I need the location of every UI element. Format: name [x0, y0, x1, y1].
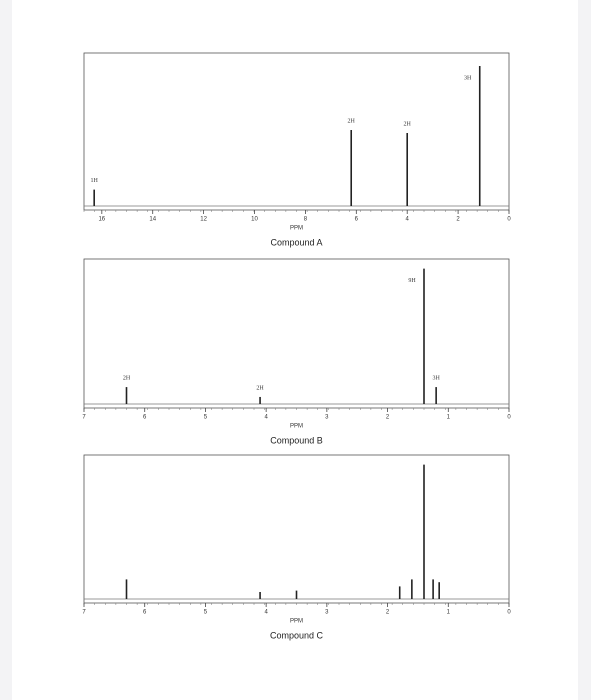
x-tick-label: 2 [386, 415, 390, 421]
integration-label: 3H [432, 375, 440, 381]
x-tick-label: 3 [325, 610, 329, 616]
integration-label: 2H [348, 118, 356, 124]
plot-frame [83, 258, 510, 409]
integration-label: 3H [464, 75, 472, 81]
x-tick-label: 1 [447, 415, 451, 421]
plot-frame [83, 454, 510, 604]
x-tick-label: 12 [200, 217, 207, 223]
x-tick-label: 5 [204, 610, 208, 616]
x-tick-label: 14 [149, 217, 156, 223]
x-tick-label: 7 [82, 610, 86, 616]
x-tick-label: 6 [143, 415, 147, 421]
x-tick-label: 4 [406, 217, 410, 223]
x-tick-label: 0 [507, 415, 511, 421]
integration-label: 1H [91, 178, 99, 184]
x-axis-label: PPM [290, 226, 303, 232]
x-tick-label: 3 [325, 415, 329, 421]
x-axis-label: PPM [290, 424, 303, 430]
x-tick-label: 2 [456, 217, 460, 223]
integration-label: 2H [404, 121, 412, 127]
x-tick-label: 2 [386, 610, 390, 616]
integration-label: 2H [123, 375, 131, 381]
x-axis-label: PPM [290, 619, 303, 625]
x-tick-label: 6 [355, 217, 359, 223]
document [12, 0, 578, 700]
x-tick-label: 4 [264, 610, 268, 616]
caption: Compound C [270, 630, 324, 640]
x-tick-label: 0 [507, 217, 511, 223]
x-tick-label: 4 [264, 415, 268, 421]
x-tick-label: 8 [304, 217, 308, 223]
plot-frame [83, 52, 510, 211]
caption: Compound B [270, 435, 323, 445]
x-tick-label: 0 [507, 610, 511, 616]
integration-label: 2H [256, 385, 264, 391]
x-tick-label: 6 [143, 610, 147, 616]
integration-label: 9H [408, 278, 416, 284]
x-tick-label: 7 [82, 415, 86, 421]
x-tick-label: 16 [98, 217, 105, 223]
x-tick-label: 5 [204, 415, 208, 421]
x-tick-label: 10 [251, 217, 258, 223]
caption: Compound A [270, 237, 322, 247]
x-tick-label: 1 [447, 610, 451, 616]
